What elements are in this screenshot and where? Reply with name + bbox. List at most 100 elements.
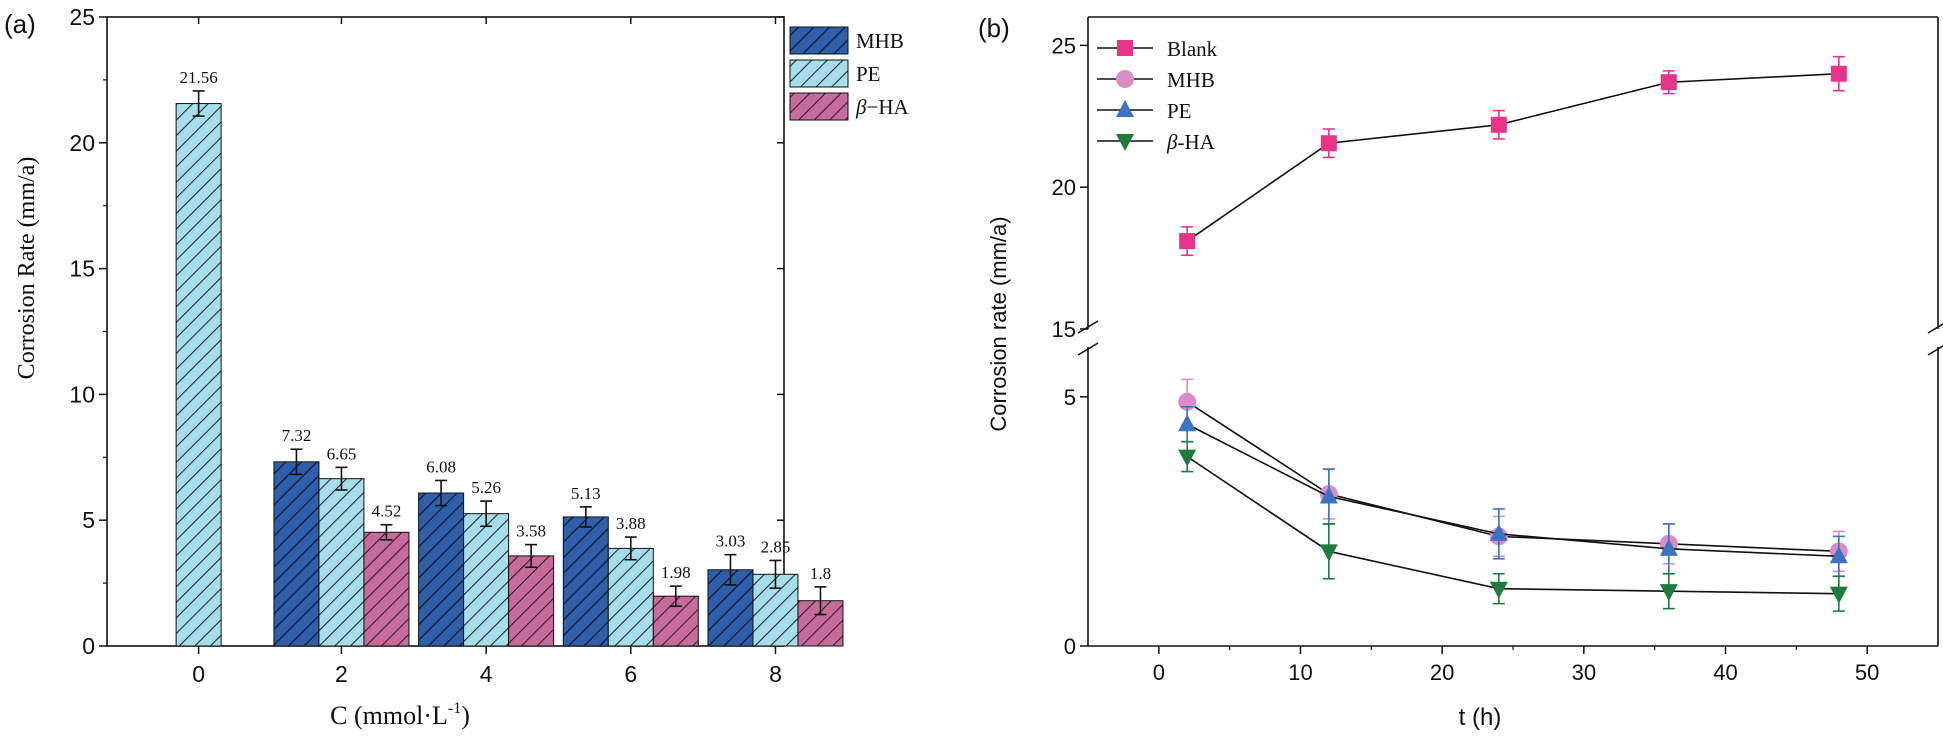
bar-ha [508,555,555,647]
legend-label-pe: PE [1167,99,1192,123]
legend-label-blank: Blank [1167,37,1218,61]
legend-swatch-mhb [789,26,849,55]
bar-value-label: 1.8 [810,564,831,583]
point-ha [1829,586,1848,604]
point-ha [1659,584,1678,602]
x-tick-label: 2 [335,661,348,687]
point-pe [1829,546,1848,564]
legend-marker-ha [1116,134,1134,151]
legend-sep: - [1177,130,1184,154]
axis-break-mark [1927,345,1943,356]
point-blank [1320,135,1337,152]
bar-value-label: 1.98 [661,563,691,582]
panel-b-legend: Blank MHB PE β-HA [1097,37,1218,154]
bar-value-label: 4.52 [372,502,402,521]
y-tick-label: 15 [69,256,95,282]
point-pe [1659,538,1678,556]
bar-value-label: 3.03 [716,532,746,551]
point-ha [1178,449,1197,467]
legend-marker-pe [1116,100,1134,117]
legend-beta: β [1166,130,1178,154]
bar-value-label: 5.26 [471,478,501,497]
series-line-blank [1186,72,1839,242]
panel-a-xlabel-close: ) [461,701,470,730]
bar-mhb [562,516,609,647]
point-pe [1489,523,1508,541]
panel-a-legend: MHB PE β−HA [789,26,909,121]
legend-name: Blank [1167,37,1218,61]
legend-name: HA [878,95,909,119]
point-blank [1490,116,1507,133]
series-line-mhb [1186,401,1839,553]
bar-pe [463,513,510,647]
bar-pe [607,547,654,647]
y-tick-label: 25 [1052,33,1076,58]
legend-label-pe: PE [856,62,881,86]
panel-a-label: (a) [4,9,36,39]
bar-mhb [273,461,320,647]
panel-a-xlabel: C (mmol·L-1) [330,700,470,730]
legend-sep: − [866,95,878,119]
axis-break-mark [1927,323,1943,334]
axis-break-mark [1077,342,1099,356]
bar-value-label: 3.58 [516,522,546,541]
y-tick-label: 15 [1052,317,1076,342]
bar-pe [175,103,222,647]
bar-value-label: 5.13 [571,484,601,503]
x-tick-label: 40 [1713,660,1737,685]
x-tick-label: 20 [1430,660,1454,685]
x-tick-label: 50 [1855,660,1879,685]
y-tick-label: 5 [1064,385,1076,410]
legend-label-mhb: MHB [1167,68,1215,92]
point-ha [1489,581,1508,599]
legend-swatch-ha [789,92,849,121]
legend-beta: β [855,95,867,119]
x-tick-label: 0 [1153,660,1165,685]
y-tick-label: 0 [1064,634,1076,659]
panel-b-ylabel: Corrosion rate (mm/a) [986,216,1011,431]
legend-marker-mhb [1116,70,1134,88]
bar-ha [363,531,410,647]
y-tick-label: 0 [82,633,95,659]
bar-value-label: 6.65 [327,444,357,463]
legend-swatch-pe [789,59,849,88]
legend-label-ha: β-HA [1166,130,1216,154]
bar-value-label: 3.88 [616,514,646,533]
bar-value-label: 21.56 [179,68,217,87]
panel-a-bars: 21.56 7.32 6.65 4.52 6.08 5.26 3.58 5.13 3.88 1.9… [175,68,844,647]
legend-name: PE [1167,99,1192,123]
point-blank [1179,233,1196,250]
y-tick-label: 5 [82,507,95,533]
x-tick-label: 6 [624,661,637,687]
point-blank [1660,74,1677,91]
panel-a-xlabel-sup: -1 [448,700,461,717]
y-tick-label: 25 [69,4,95,30]
bar-value-label: 2.85 [761,537,791,556]
point-ha [1319,544,1338,562]
legend-name: MHB [1167,68,1215,92]
x-tick-label: 4 [480,661,493,687]
bar-value-label: 7.32 [282,426,312,445]
y-tick-label: 10 [69,381,95,407]
x-tick-label: 8 [769,661,782,687]
axis-break-mark [1077,320,1099,334]
bar-mhb [418,492,465,647]
point-pe [1319,486,1338,504]
panel-a-ylabel: Corrosion Rate (mm/a) [14,157,40,380]
panel-b-xlabel: t (h) [1459,704,1502,731]
point-blank [1830,65,1847,82]
x-tick-label: 0 [192,661,205,687]
bar-pe [318,478,365,647]
panel-a-xlabel-main: C (mmol·L [330,701,448,730]
y-tick-label: 20 [1052,175,1076,200]
legend-marker-blank [1117,40,1133,56]
x-tick-label: 30 [1572,660,1596,685]
panel-b-label: (b) [978,13,1010,43]
point-pe [1178,414,1197,432]
series-line-ha [1186,455,1839,595]
legend-name: MHB [856,29,904,53]
legend-name: PE [856,62,881,86]
legend-label-mhb: MHB [856,29,904,53]
y-tick-label: 20 [69,130,95,156]
